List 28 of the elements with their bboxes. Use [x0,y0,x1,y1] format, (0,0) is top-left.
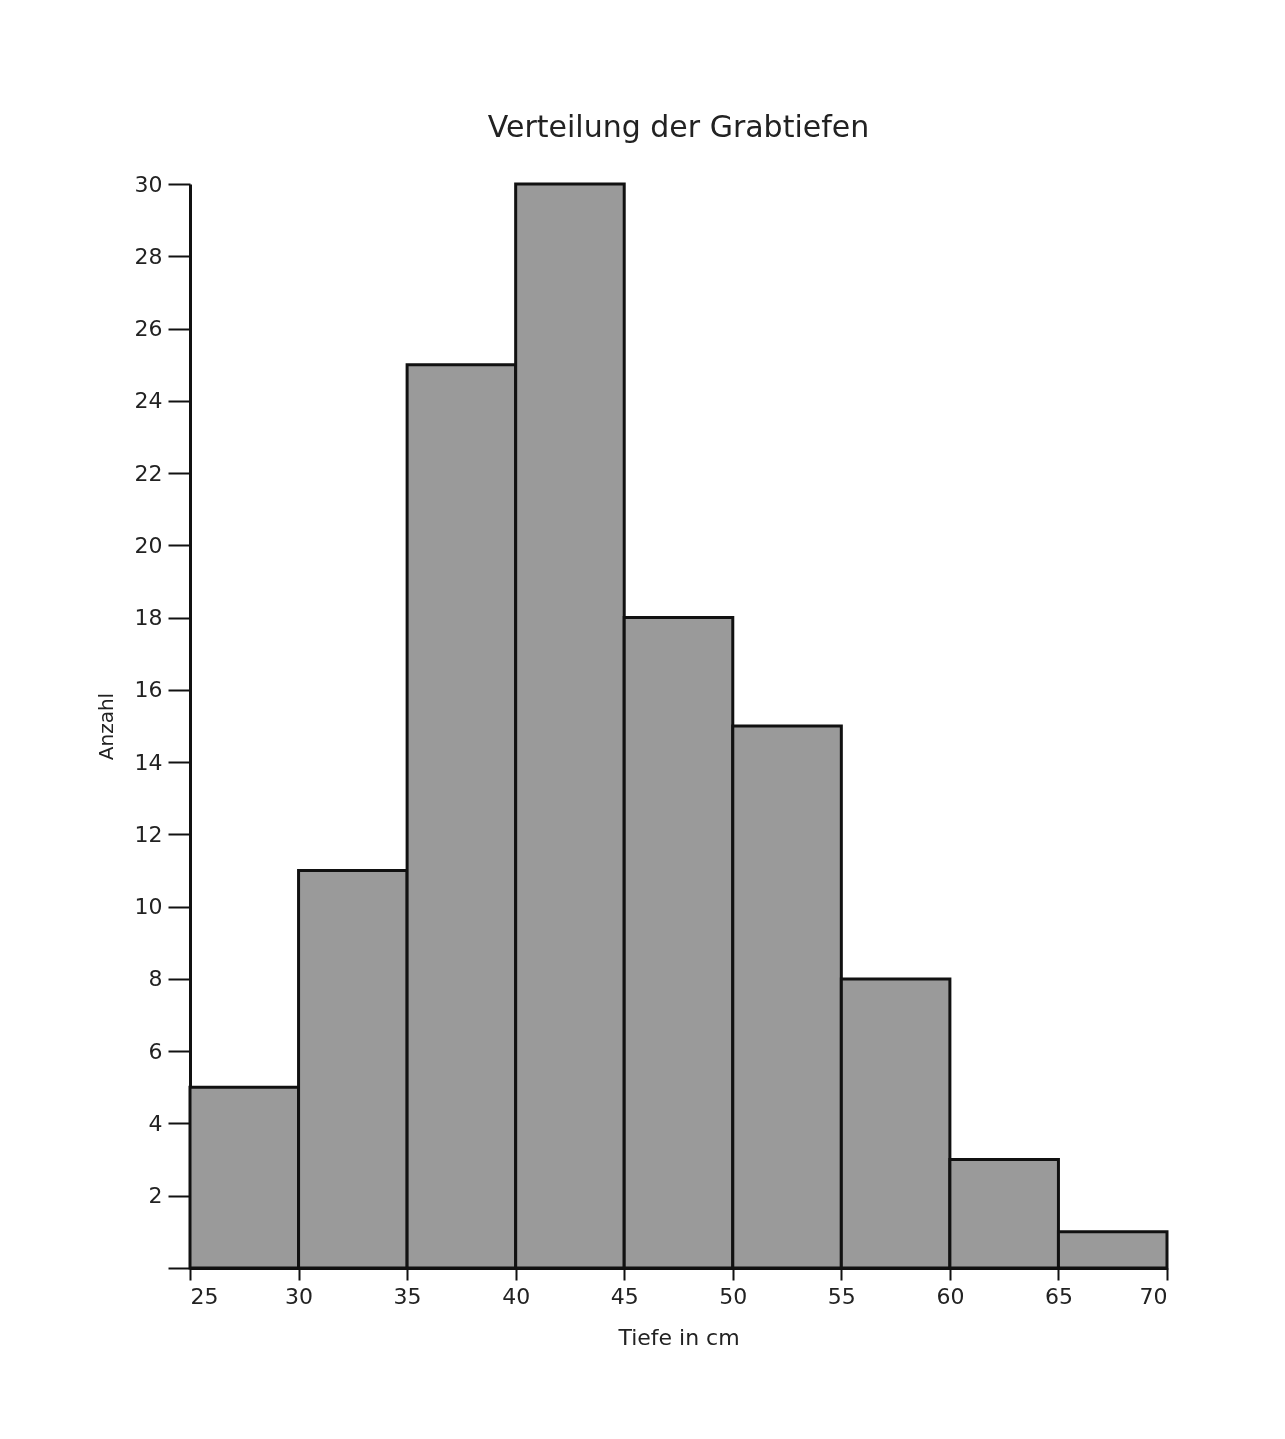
y-tick-label: 2 [148,1183,163,1209]
x-axis-title: Tiefe in cm [617,1324,740,1350]
x-tick-label: 25 [190,1283,219,1309]
x-tick-label: 65 [1044,1283,1073,1309]
y-tick-label: 8 [148,966,163,992]
x-tick-label: 30 [285,1283,314,1309]
y-tick-label: 28 [134,243,163,269]
x-tick-label: 35 [393,1283,422,1309]
x-tick-label: 60 [936,1283,965,1309]
x-tick-label: 40 [502,1283,531,1309]
x-tick-label: 70 [1139,1283,1168,1309]
x-tick-label: 55 [827,1283,856,1309]
y-tick-label: 20 [134,532,163,558]
y-tick-label: 10 [134,894,163,920]
y-tick-label: 6 [148,1038,163,1064]
y-tick-label: 30 [134,171,163,197]
x-tick-label: 50 [719,1283,748,1309]
y-tick-label: 18 [134,605,163,631]
y-tick-label: 22 [134,460,163,486]
y-tick-label: 16 [134,677,163,703]
y-axis-title: Anzahl [93,692,118,761]
y-tick-label: 4 [148,1110,163,1136]
y-tick-label: 24 [134,388,163,414]
y-tick-label: 26 [134,316,163,342]
y-tick-label: 12 [134,821,163,847]
x-tick-label: 45 [610,1283,639,1309]
y-tick-label: 14 [134,749,163,775]
chart-title: Verteilung der Grabtiefen [487,109,870,144]
